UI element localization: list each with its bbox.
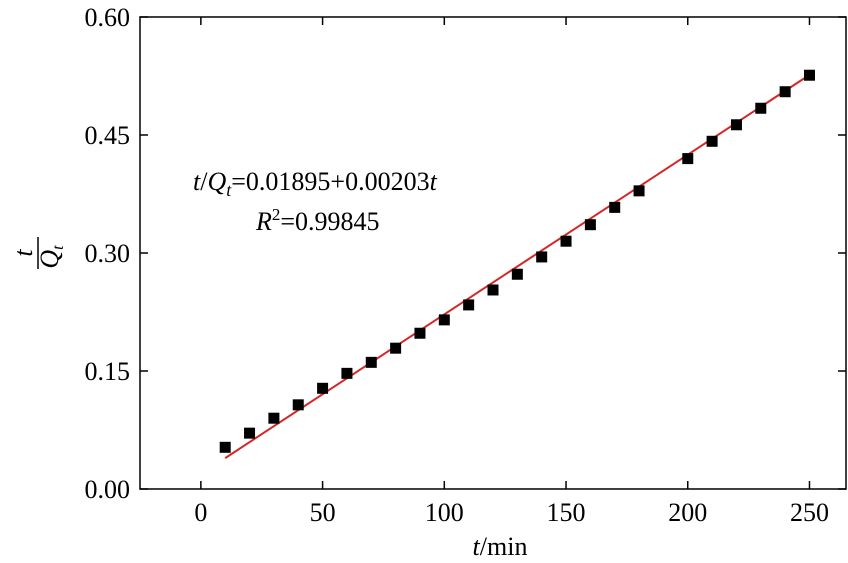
data-point <box>536 251 548 263</box>
data-point <box>365 356 377 368</box>
x-tick-label: 200 <box>668 498 707 527</box>
tick-labels: 0 50 100 150 200 250 0.00 0.15 0.30 0.45 0.60 <box>85 3 829 527</box>
data-point <box>633 185 645 197</box>
data-points <box>219 69 815 453</box>
r2-rhs: =0.99845 <box>280 207 379 236</box>
y-label-numerator: t <box>9 249 38 257</box>
x-tick-label: 50 <box>310 498 336 527</box>
data-point <box>487 284 499 296</box>
r2-sup: 2 <box>272 205 281 224</box>
eq-slash: / <box>200 167 208 196</box>
y-tick-label: 0.00 <box>85 475 131 504</box>
y-label-denominator: Qt <box>35 245 67 269</box>
fit-line <box>224 74 811 459</box>
data-point <box>292 399 304 411</box>
data-point <box>414 327 426 339</box>
data-point <box>244 427 256 439</box>
data-point <box>730 119 742 131</box>
data-point <box>682 153 694 165</box>
y-label-den-sub: t <box>50 245 67 250</box>
ticks <box>140 16 846 490</box>
x-tick-label: 0 <box>194 498 207 527</box>
y-tick-label: 0.15 <box>85 357 131 386</box>
data-point <box>317 382 329 394</box>
fit-equation: t/Qt=0.01895+0.00203t <box>193 167 438 200</box>
data-point <box>584 219 596 231</box>
eq-rhs-var: t <box>430 167 438 196</box>
eq-lhs-sub: t <box>226 180 232 200</box>
y-axis-label: t Qt <box>9 237 67 269</box>
data-point <box>463 299 475 311</box>
data-point <box>609 201 621 213</box>
data-point <box>511 268 523 280</box>
plot-frame <box>139 16 847 490</box>
y-tick-label: 0.45 <box>85 121 131 150</box>
r-squared: R2=0.99845 <box>255 205 380 236</box>
data-point <box>560 235 572 247</box>
data-point <box>706 135 718 147</box>
eq-lhs-den: Q <box>207 167 226 196</box>
y-label-den-var: Q <box>35 250 64 269</box>
y-tick-label: 0.30 <box>85 239 131 268</box>
x-axis-label: t/min <box>473 532 528 561</box>
x-tick-label: 250 <box>790 498 829 527</box>
data-point <box>755 102 767 114</box>
y-tick-label: 0.60 <box>85 3 131 32</box>
x-label-var: t <box>473 532 481 561</box>
data-point <box>341 367 353 379</box>
x-label-unit: /min <box>480 532 528 561</box>
data-point <box>803 69 815 81</box>
eq-rhs: =0.01895+0.00203 <box>231 167 429 196</box>
eq-lhs-num: t <box>193 167 201 196</box>
data-point <box>219 441 231 453</box>
r2-var: R <box>255 207 272 236</box>
data-point <box>390 342 402 354</box>
fit-line-group <box>224 74 811 459</box>
data-point <box>438 314 450 326</box>
data-point <box>779 86 791 98</box>
data-point <box>268 412 280 424</box>
x-tick-label: 150 <box>547 498 586 527</box>
x-tick-label: 100 <box>425 498 464 527</box>
